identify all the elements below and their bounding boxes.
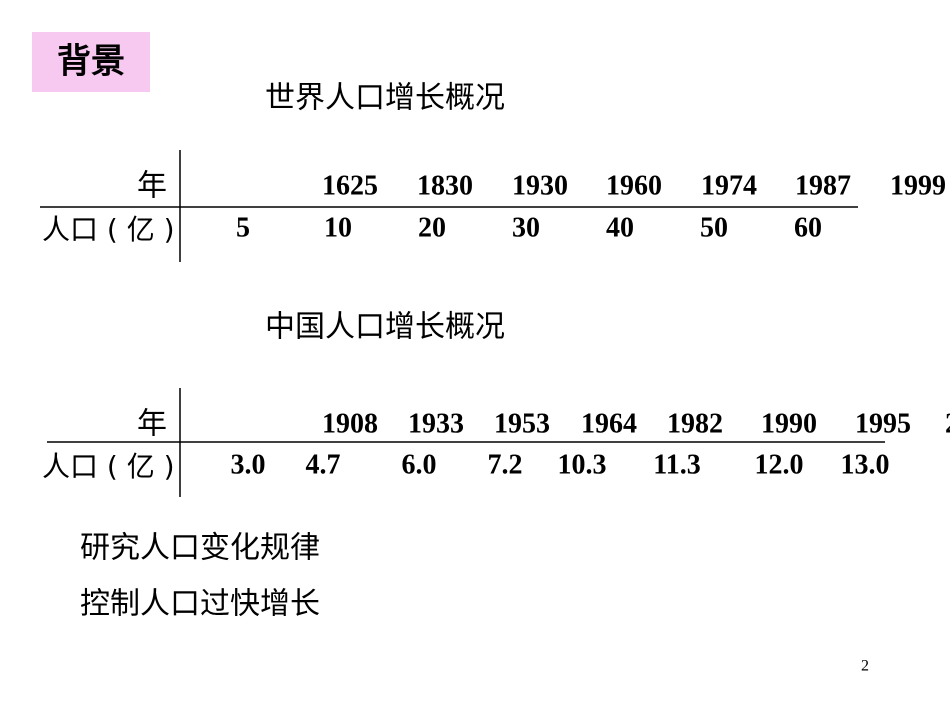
badge-box (32, 32, 150, 92)
year-cell: 1625 (322, 170, 378, 201)
section-title: 中国人口增长概况 (265, 310, 505, 345)
page-number: 2 (861, 658, 869, 675)
badge: 背景 (57, 42, 125, 82)
population-cell: 11.3 (653, 449, 700, 480)
population-cell: 5 (236, 212, 250, 243)
population-cell: 6.0 (402, 449, 437, 480)
year-cell: 1953 (494, 408, 550, 439)
year-cell: 1990 (761, 408, 817, 439)
year-cell: 1999 (890, 170, 946, 201)
bullet: 控制人口过快增长 (80, 587, 320, 622)
year-cell: 1995 (855, 408, 911, 439)
section-title: 世界人口增长概况 (265, 81, 505, 116)
row-label: 年 (137, 169, 167, 204)
population-cell: 30 (512, 212, 540, 243)
year-cell: 1974 (701, 170, 757, 201)
year-cell: 1982 (667, 408, 723, 439)
population-cell: 40 (606, 212, 634, 243)
year-cell: 1960 (606, 170, 662, 201)
row-label: 年 (137, 407, 167, 442)
year-cell: 1933 (408, 408, 464, 439)
population-cell: 10.3 (558, 449, 607, 480)
year-cell: 1987 (795, 170, 851, 201)
population-cell: 20 (418, 212, 446, 243)
row-label: 人口 ( 亿 ) (42, 450, 175, 483)
year-cell: 2 (945, 408, 950, 439)
year-cell: 1830 (417, 170, 473, 201)
population-cell: 60 (794, 212, 822, 243)
population-cell: 10 (324, 212, 352, 243)
row-label: 人口 ( 亿 ) (42, 213, 175, 246)
population-cell: 3.0 (231, 449, 266, 480)
year-cell: 1930 (512, 170, 568, 201)
population-cell: 50 (700, 212, 728, 243)
population-cell: 12.0 (755, 449, 804, 480)
year-cell: 1908 (322, 408, 378, 439)
population-cell: 13.0 (841, 449, 890, 480)
population-cell: 7.2 (488, 449, 523, 480)
year-cell: 1964 (581, 408, 637, 439)
population-cell: 4.7 (306, 449, 341, 480)
bullet: 研究人口变化规律 (80, 531, 320, 566)
